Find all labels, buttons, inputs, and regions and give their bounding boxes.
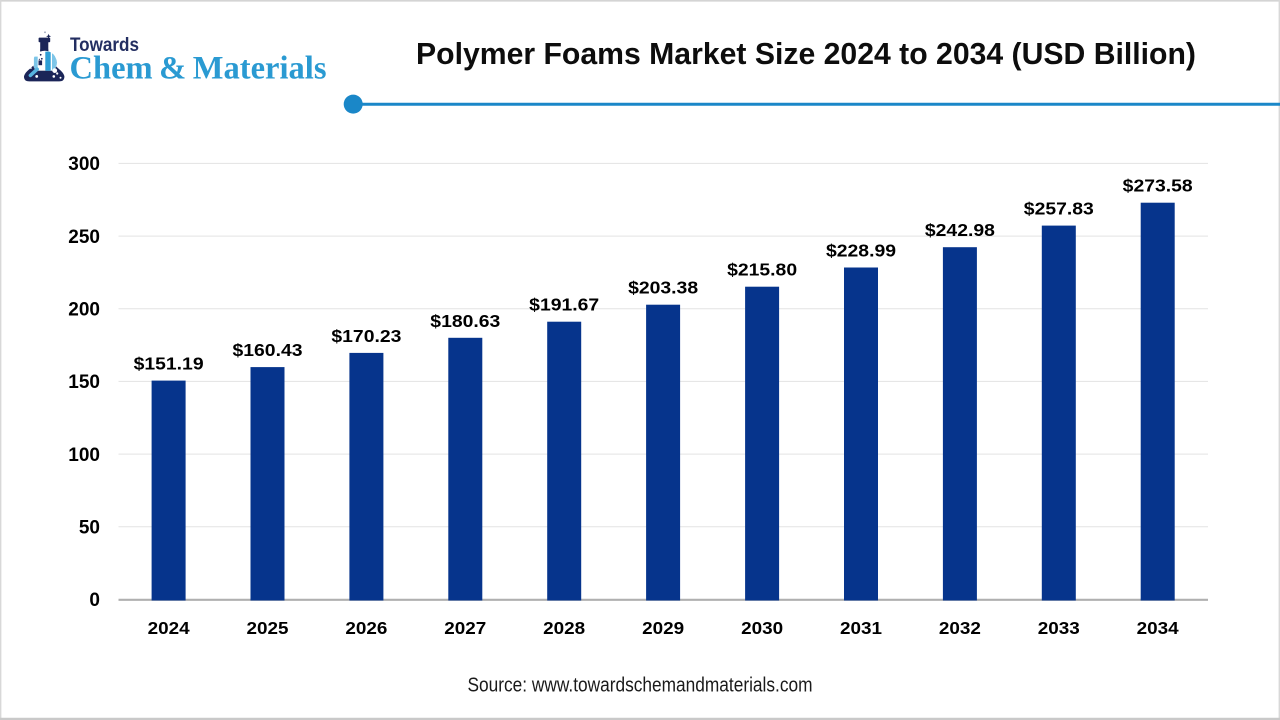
svg-text:$180.63: $180.63	[430, 311, 500, 331]
svg-text:2026: 2026	[345, 618, 387, 638]
svg-text:$215.80: $215.80	[727, 260, 797, 280]
svg-text:Towards: Towards	[70, 35, 139, 56]
svg-text:$170.23: $170.23	[331, 326, 401, 346]
svg-text:$257.83: $257.83	[1024, 199, 1094, 219]
svg-text:50: 50	[79, 518, 100, 539]
svg-text:$273.58: $273.58	[1123, 176, 1193, 196]
svg-text:2028: 2028	[543, 618, 585, 638]
svg-text:2025: 2025	[247, 618, 289, 638]
svg-text:2027: 2027	[444, 618, 486, 638]
svg-text:250: 250	[68, 227, 100, 248]
svg-text:$228.99: $228.99	[826, 241, 896, 261]
svg-text:0: 0	[89, 590, 100, 611]
svg-text:300: 300	[68, 154, 100, 175]
svg-text:200: 200	[68, 300, 100, 321]
svg-text:Chem & Materials: Chem & Materials	[70, 51, 327, 87]
svg-text:$242.98: $242.98	[925, 220, 995, 240]
svg-text:2032: 2032	[939, 618, 981, 638]
svg-text:Polymer Foams Market Size 2024: Polymer Foams Market Size 2024 to 2034 (…	[416, 36, 1196, 71]
svg-text:Source: www.towardschemandmate: Source: www.towardschemandmaterials.com	[468, 675, 813, 697]
svg-text:$203.38: $203.38	[628, 278, 698, 298]
svg-text:100: 100	[68, 445, 100, 466]
svg-text:$191.67: $191.67	[529, 295, 599, 315]
svg-text:2029: 2029	[642, 618, 684, 638]
svg-text:2031: 2031	[840, 618, 882, 638]
svg-text:2030: 2030	[741, 618, 783, 638]
svg-text:150: 150	[68, 372, 100, 393]
svg-text:2034: 2034	[1137, 618, 1179, 638]
svg-text:2033: 2033	[1038, 618, 1080, 638]
svg-text:$160.43: $160.43	[233, 340, 303, 360]
svg-text:2024: 2024	[148, 618, 190, 638]
svg-text:$151.19: $151.19	[134, 354, 204, 374]
